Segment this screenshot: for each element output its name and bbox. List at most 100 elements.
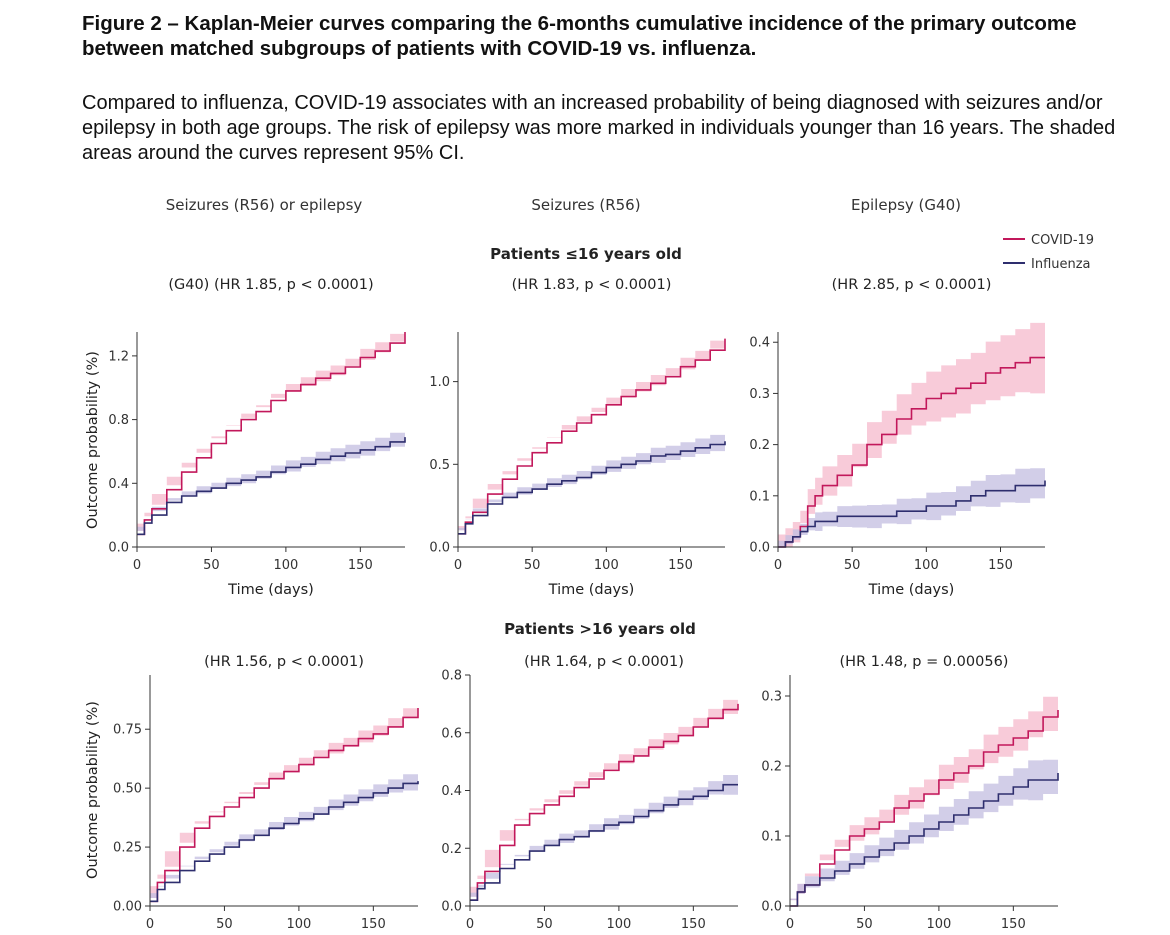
km-curve: [458, 441, 726, 535]
column-title: Seizures (R56): [531, 196, 640, 214]
y-tick-label: 0.50: [113, 782, 142, 797]
ci-band: [137, 322, 405, 538]
x-tick-label: 100: [606, 917, 631, 932]
x-tick-label: 100: [286, 917, 311, 932]
km-panel: (HR 1.56, p < 0.0001) 0 50 100 150 0.00 0.25 0.…: [85, 654, 419, 932]
y-tick-label: 0.1: [749, 489, 770, 504]
hazard-ratio-annotation: (HR 1.48, p = 0.00056): [840, 654, 1009, 670]
x-tick-label: 50: [524, 558, 541, 573]
y-tick-label: 0.3: [761, 690, 782, 705]
row-title-young: Patients ≤16 years old: [490, 245, 682, 263]
km-panel: (G40) (HR 1.85, p < 0.0001) 0 50 100 150 0.0 0…: [85, 277, 406, 598]
km-curve: [458, 338, 726, 535]
x-tick-label: 150: [1001, 917, 1026, 932]
km-curve: [137, 437, 406, 536]
hazard-ratio-annotation: (HR 1.83, p < 0.0001): [512, 277, 672, 293]
legend: COVID-19 Influenza: [1003, 233, 1094, 272]
km-panel: (HR 1.64, p < 0.0001) 0 50 100 150 0.0 0.2 0.4 0…: [441, 654, 739, 932]
y-tick-label: 0.8: [108, 413, 129, 428]
ci-band: [137, 427, 405, 538]
x-tick-label: 100: [594, 558, 619, 573]
x-tick-label: 150: [681, 917, 706, 932]
y-tick-label: 0.4: [749, 336, 770, 351]
y-tick-label: 0.0: [108, 541, 129, 556]
x-tick-label: 50: [216, 917, 233, 932]
y-tick-label: 0.75: [113, 723, 142, 738]
figure-description: Compared to influenza, COVID-19 associat…: [82, 92, 1116, 164]
y-tick-label: 1.2: [108, 349, 129, 364]
x-axis-label: Time (days): [227, 582, 314, 598]
column-title: Epilepsy (G40): [851, 196, 961, 214]
x-tick-label: 0: [146, 917, 154, 932]
x-tick-label: 150: [668, 558, 693, 573]
hazard-ratio-annotation: (G40) (HR 1.85, p < 0.0001): [168, 277, 373, 293]
km-curve: [790, 710, 1059, 907]
km-curve: [778, 356, 1045, 548]
x-tick-label: 100: [273, 558, 298, 573]
km-panel: (HR 1.83, p < 0.0001) 0 50 100 150 0.0 0.5 1.0 T…: [429, 277, 726, 598]
hazard-ratio-annotation: (HR 1.56, p < 0.0001): [204, 654, 364, 670]
km-panel: (HR 1.48, p = 0.00056) 0 50 100 150 0.0 0.1 0.2…: [761, 654, 1059, 932]
km-curve: [150, 781, 419, 903]
x-tick-label: 0: [454, 558, 462, 573]
y-tick-label: 1.0: [429, 375, 450, 390]
ci-band: [470, 774, 738, 904]
legend-covid-label: COVID-19: [1031, 233, 1094, 248]
x-tick-label: 50: [536, 917, 553, 932]
km-panel: (HR 2.85, p < 0.0001) 0 50 100 150 0.0 0.1 0.2 0…: [749, 277, 1046, 598]
y-tick-label: 0.3: [749, 387, 770, 402]
ci-band: [458, 431, 725, 538]
x-tick-label: 150: [988, 558, 1013, 573]
km-curve: [470, 703, 739, 901]
y-tick-label: 0.25: [113, 841, 142, 856]
km-curve: [137, 332, 406, 536]
y-tick-label: 0.4: [441, 784, 462, 799]
y-tick-label: 0.1: [761, 830, 782, 845]
x-tick-label: 50: [203, 558, 220, 573]
x-tick-label: 0: [133, 558, 141, 573]
x-tick-label: 0: [774, 558, 782, 573]
y-tick-label: 0.2: [749, 438, 770, 453]
y-tick-label: 0.2: [441, 842, 462, 857]
x-tick-label: 100: [914, 558, 939, 573]
x-tick-label: 150: [348, 558, 373, 573]
km-curve: [470, 783, 738, 901]
x-tick-label: 100: [926, 917, 951, 932]
x-axis-label: Time (days): [868, 582, 955, 598]
x-tick-label: 50: [856, 917, 873, 932]
x-tick-label: 0: [786, 917, 794, 932]
ci-band: [150, 698, 418, 905]
x-tick-label: 150: [361, 917, 386, 932]
y-tick-label: 0.0: [761, 900, 782, 915]
km-curve: [790, 773, 1059, 907]
y-axis-label: Outcome probability (%): [85, 701, 101, 879]
y-tick-label: 0.0: [429, 541, 450, 556]
y-tick-label: 0.0: [441, 900, 462, 915]
column-title: Seizures (R56) or epilepsy: [166, 196, 363, 214]
column-titles: Seizures (R56) or epilepsy Seizures (R56…: [166, 196, 961, 214]
y-tick-label: 0.5: [429, 458, 450, 473]
hazard-ratio-annotation: (HR 2.85, p < 0.0001): [832, 277, 992, 293]
km-curve: [778, 480, 1046, 548]
y-tick-label: 0.0: [749, 541, 770, 556]
km-curve: [150, 708, 419, 903]
ci-band: [470, 693, 738, 904]
x-tick-label: 50: [844, 558, 861, 573]
y-tick-label: 0.8: [441, 669, 462, 684]
legend-influenza-label: Influenza: [1031, 257, 1091, 272]
figure-title: Figure 2 – Kaplan-Meier curves comparing…: [82, 12, 1077, 60]
ci-band: [458, 328, 725, 538]
y-axis-label: Outcome probability (%): [85, 351, 101, 529]
y-tick-label: 0.4: [108, 477, 129, 492]
y-tick-label: 0.2: [761, 760, 782, 775]
panels: (G40) (HR 1.85, p < 0.0001)0 50 100 1500.00…: [85, 277, 1059, 932]
x-tick-label: 0: [466, 917, 474, 932]
ci-band: [150, 771, 418, 905]
y-tick-label: 0.00: [113, 900, 142, 915]
hazard-ratio-annotation: (HR 1.64, p < 0.0001): [524, 654, 684, 670]
ci-band: [778, 321, 1045, 547]
x-axis-label: Time (days): [548, 582, 635, 598]
ci-band: [778, 462, 1045, 547]
y-tick-label: 0.6: [441, 726, 462, 741]
